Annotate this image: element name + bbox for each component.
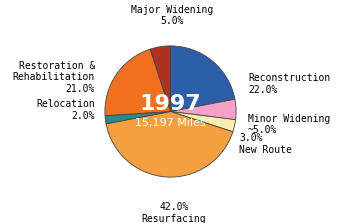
Text: Minor Widening
~5.0%: Minor Widening ~5.0% bbox=[248, 114, 330, 135]
Wedge shape bbox=[106, 112, 233, 177]
Wedge shape bbox=[105, 112, 170, 124]
Wedge shape bbox=[170, 46, 235, 112]
Text: 42.0%
Resurfacing: 42.0% Resurfacing bbox=[142, 202, 206, 223]
Text: Reconstruction
22.0%: Reconstruction 22.0% bbox=[248, 73, 330, 95]
Wedge shape bbox=[170, 112, 236, 132]
Text: 1997: 1997 bbox=[139, 94, 202, 114]
Text: Restoration &
Rehabilitation
21.0%: Restoration & Rehabilitation 21.0% bbox=[13, 61, 95, 94]
Text: 3.0%
New Route: 3.0% New Route bbox=[239, 134, 292, 155]
Wedge shape bbox=[150, 46, 170, 112]
Text: 15,197 Miles: 15,197 Miles bbox=[135, 118, 206, 128]
Wedge shape bbox=[105, 49, 170, 116]
Text: Major Widening
5.0%: Major Widening 5.0% bbox=[131, 5, 213, 26]
Text: Relocation
2.0%: Relocation 2.0% bbox=[36, 99, 95, 121]
Wedge shape bbox=[170, 99, 236, 120]
